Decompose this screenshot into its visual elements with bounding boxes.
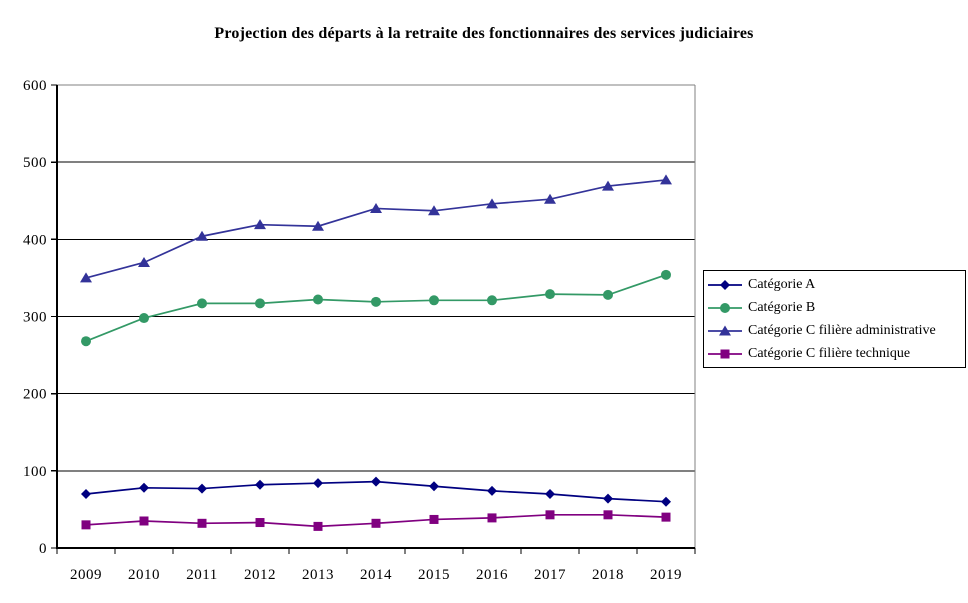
series-2-triangle-marker <box>196 230 208 241</box>
series-0-diamond-marker <box>255 479 265 490</box>
series-3-square-marker <box>197 518 207 528</box>
legend-label: Catégorie C filière technique <box>748 346 911 361</box>
series-1-circle-marker <box>371 296 381 307</box>
legend-item-0: Catégorie A <box>708 277 963 292</box>
series-1-circle-marker <box>81 336 91 347</box>
chart-title: Projection des départs à la retraite des… <box>214 25 754 42</box>
legend-key-marker <box>720 349 730 358</box>
series-3-square-marker <box>487 513 497 523</box>
circle-icon <box>708 302 742 313</box>
y-tick-label: 400 <box>23 232 47 248</box>
series-1-circle-marker <box>313 294 323 305</box>
series-3-square-marker <box>139 516 149 526</box>
series-2-triangle-marker <box>660 174 672 185</box>
series-2-triangle-marker <box>254 219 266 230</box>
legend-key-marker <box>720 279 730 290</box>
x-tick-label: 2014 <box>360 567 392 583</box>
series-2-triangle-marker <box>312 220 324 231</box>
series-0-diamond-marker <box>197 483 207 494</box>
series-1-circle-marker <box>139 313 149 324</box>
x-tick-label: 2011 <box>186 567 217 583</box>
series-2-triangle-marker <box>80 272 92 283</box>
series-2-triangle-marker <box>370 202 382 213</box>
series-0-diamond-marker <box>603 493 613 504</box>
legend-label: Catégorie C filière administrative <box>748 323 936 338</box>
x-tick-label: 2015 <box>418 567 450 583</box>
series-3-square-marker <box>429 514 439 524</box>
series-3-square-marker <box>661 512 671 522</box>
series-2-triangle-marker <box>428 205 440 216</box>
series-0-diamond-marker <box>139 482 149 493</box>
series-1-circle-marker <box>661 269 671 280</box>
x-tick-label: 2018 <box>592 567 624 583</box>
series-line-2 <box>85 179 667 279</box>
series-3-square-marker <box>603 510 613 520</box>
series-0-diamond-marker <box>81 488 91 499</box>
x-tick-label: 2013 <box>302 567 334 583</box>
legend: Catégorie A Catégorie B Catégorie C filièr… <box>703 270 966 368</box>
series-3-square-marker <box>371 518 381 528</box>
x-tick-label: 2019 <box>650 567 682 583</box>
series-1-circle-marker <box>255 298 265 309</box>
x-tick-label: 2010 <box>128 567 160 583</box>
series-0-diamond-marker <box>371 476 381 487</box>
series-3-square-marker <box>313 521 323 531</box>
y-tick-label: 500 <box>23 155 47 171</box>
series-2-triangle-marker <box>544 193 556 204</box>
series-0-diamond-marker <box>487 485 497 496</box>
legend-key-marker <box>719 325 731 335</box>
series-2-triangle-marker <box>138 256 150 267</box>
series-3-square-marker <box>545 510 555 520</box>
square-icon <box>708 349 742 358</box>
y-tick-label: 600 <box>23 78 47 94</box>
series-1-circle-marker <box>487 295 497 306</box>
x-tick-label: 2016 <box>476 567 508 583</box>
series-0-diamond-marker <box>661 496 671 507</box>
legend-label: Catégorie A <box>748 277 816 292</box>
series-3-square-marker <box>81 520 91 530</box>
y-tick-label: 300 <box>23 310 47 326</box>
y-tick-label: 200 <box>23 387 47 403</box>
x-tick-label: 2009 <box>70 567 102 583</box>
legend-item-3: Catégorie C filière technique <box>708 346 963 361</box>
series-1-circle-marker <box>545 289 555 300</box>
x-tick-label: 2012 <box>244 567 276 583</box>
series-3-square-marker <box>255 518 265 528</box>
series-line-1 <box>85 274 667 342</box>
series-1-circle-marker <box>429 295 439 306</box>
legend-item-1: Catégorie B <box>708 300 963 315</box>
legend-item-2: Catégorie C filière administrative <box>708 323 963 338</box>
series-0-diamond-marker <box>429 481 439 492</box>
x-tick-label: 2017 <box>534 567 566 583</box>
legend-label: Catégorie B <box>748 300 816 315</box>
series-0-diamond-marker <box>313 478 323 489</box>
series-0-diamond-marker <box>545 488 555 499</box>
series-1-circle-marker <box>197 298 207 309</box>
triangle-icon <box>708 325 742 335</box>
diamond-icon <box>708 279 742 290</box>
series-2-triangle-marker <box>602 180 614 191</box>
series-1-circle-marker <box>603 289 613 300</box>
y-tick-label: 100 <box>23 464 47 480</box>
legend-key-marker <box>720 302 730 313</box>
y-tick-label: 0 <box>39 541 47 557</box>
series-2-triangle-marker <box>486 198 498 209</box>
